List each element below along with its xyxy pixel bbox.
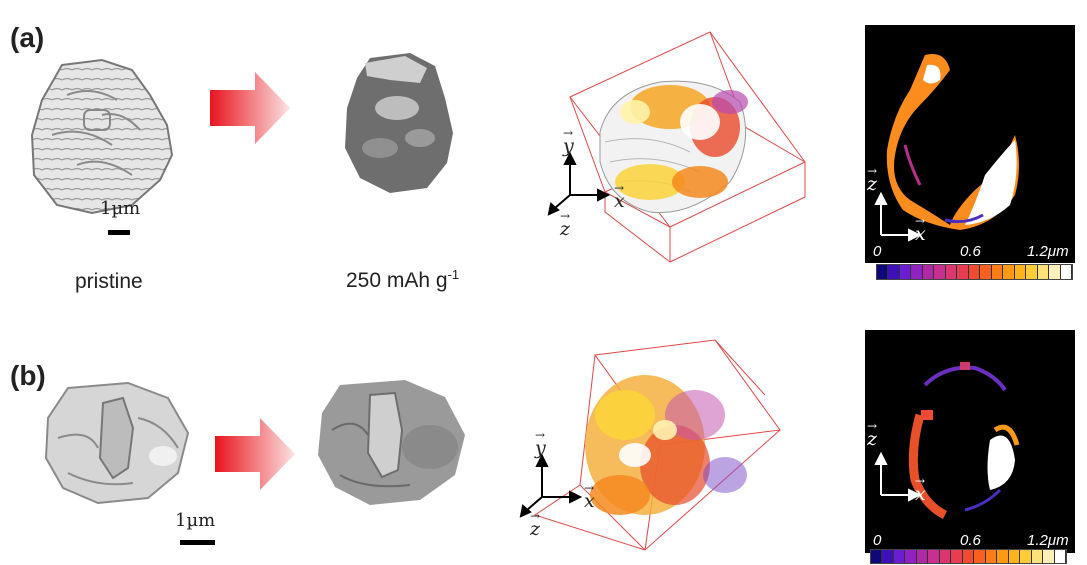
strain-3d-render-b	[533, 339, 781, 551]
caption-cycled: 250 mAh g-1	[346, 267, 459, 293]
cycled-particle-b-image	[318, 380, 465, 505]
colorbar-swatch	[1014, 265, 1027, 279]
colorbar-swatch	[934, 265, 946, 279]
colorbar-swatch	[1031, 550, 1044, 563]
colorbar-swatch	[1003, 265, 1015, 279]
colorbar-swatch	[922, 265, 935, 279]
caption-cycled-text: 250 mAh g	[346, 269, 448, 292]
colorbar-swatch	[899, 265, 912, 279]
colorbar-tick-b-2: 1.2μm	[1027, 532, 1069, 549]
scale-bar-label-b: 1µm	[175, 510, 216, 531]
panel-label-b: (b)	[10, 360, 46, 391]
colorbar-b	[870, 549, 1067, 564]
colorbar-tick-a-0: 0	[873, 243, 882, 260]
pristine-particle-b-image	[44, 381, 190, 505]
axis-label-x-b: → x	[584, 481, 595, 512]
colorbar-swatch	[968, 265, 981, 279]
colorbar-swatch	[951, 550, 963, 563]
axis-label-x-2d-b: → x	[915, 474, 926, 505]
colorbar-swatch	[877, 265, 889, 279]
caption-pristine: pristine	[75, 270, 143, 293]
axis-label-x-a: → x	[614, 181, 625, 212]
pristine-particle-a-image	[30, 58, 174, 215]
colorbar-tick-a-2: 1.2μm	[1027, 243, 1069, 260]
axis-label-x-2d-a: → x	[915, 214, 926, 245]
scale-bar-label-a: 1µm	[100, 198, 141, 219]
colorbar-swatch	[916, 550, 929, 563]
panel-label-a: (a)	[10, 22, 45, 53]
colorbar-swatch	[985, 550, 998, 563]
axes-3d-a	[547, 151, 611, 216]
axis-label-z-b: → z	[530, 509, 541, 540]
colorbar-swatch	[1026, 265, 1038, 279]
colorbar-swatch	[1060, 265, 1072, 279]
colorbar-swatch	[962, 550, 975, 563]
colorbar-swatch	[871, 550, 883, 563]
transition-arrow-b	[215, 418, 295, 490]
colorbar-swatch	[1054, 550, 1066, 563]
colorbar-swatch	[888, 265, 900, 279]
colorbar-swatch	[882, 550, 894, 563]
axes-2d-b	[874, 451, 922, 502]
colorbar-swatch	[1043, 550, 1055, 563]
colorbar-swatch	[1037, 265, 1050, 279]
colorbar-swatch	[928, 550, 940, 563]
strain-3d-render-a	[569, 31, 806, 263]
cycled-particle-a-image	[345, 53, 453, 193]
colorbar-a	[876, 264, 1073, 280]
colorbar-swatch	[939, 550, 952, 563]
axis-label-z-2d-a: → z	[867, 164, 878, 195]
axis-label-z-a: → z	[560, 209, 571, 240]
colorbar-swatch	[1020, 550, 1032, 563]
axis-label-y-a: → y	[563, 126, 574, 157]
strain-map-a: → z → x 0 0.6 1.2μm	[865, 25, 1075, 263]
colorbar-swatch	[957, 265, 969, 279]
colorbar-tick-b-1: 0.6	[960, 532, 981, 549]
colorbar-swatch	[1049, 265, 1061, 279]
axes-2d-a	[874, 191, 922, 242]
colorbar-swatch	[893, 550, 906, 563]
colorbar-swatch	[945, 265, 958, 279]
transition-arrow-a	[210, 72, 290, 144]
colorbar-swatch	[974, 550, 986, 563]
colorbar-swatch	[1008, 550, 1021, 563]
colorbar-swatch	[997, 550, 1009, 563]
colorbar-tick-a-1: 0.6	[960, 243, 981, 260]
axis-label-z-2d-b: → z	[867, 419, 878, 450]
scale-bar-b	[180, 540, 215, 545]
strain-map-b: → z → x 0 0.6 1.2μm	[865, 330, 1075, 553]
colorbar-swatch	[905, 550, 917, 563]
colorbar-tick-b-0: 0	[873, 532, 882, 549]
colorbar-swatch	[991, 265, 1004, 279]
colorbar-swatch	[911, 265, 923, 279]
caption-cycled-superscript: -1	[447, 267, 460, 282]
axes-3d-b	[519, 453, 583, 518]
colorbar-swatch	[980, 265, 992, 279]
axis-label-y-b: → y	[535, 428, 546, 459]
scale-bar-a	[108, 230, 130, 235]
